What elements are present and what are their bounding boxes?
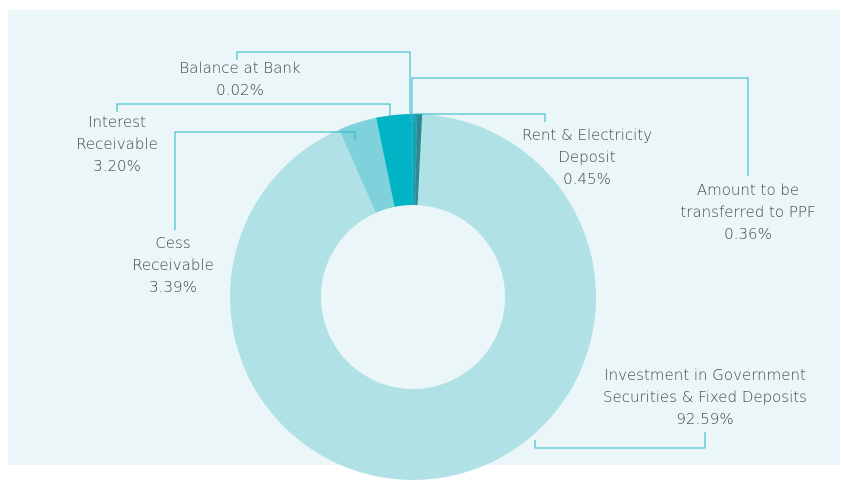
slice-value: 3.39% (149, 278, 197, 296)
donut-slice (376, 114, 413, 207)
leader-line (116, 103, 391, 122)
slice-value: 0.36% (724, 225, 772, 243)
leader-line (174, 131, 356, 230)
slice-value: 3.20% (93, 157, 141, 175)
slice-name: Cess Receivable (132, 234, 214, 274)
donut-slice (413, 114, 418, 206)
slice-label: Balance at Bank 0.02% (155, 57, 325, 101)
slice-name: Rent & Electricity Deposit (521, 126, 653, 166)
leader-line (236, 51, 411, 122)
donut-slice (230, 114, 596, 481)
donut-slice (339, 117, 395, 213)
slice-name: Balance at Bank (179, 59, 301, 77)
slice-label: Cess Receivable 3.39% (123, 232, 223, 298)
slice-label: Investment in Government Securities & Fi… (580, 364, 830, 430)
leader-line (414, 113, 546, 122)
slice-name: Amount to be transferred to PPF (680, 181, 816, 221)
slice-value: 92.59% (676, 410, 734, 428)
slice-label: Amount to be transferred to PPF 0.36% (673, 179, 823, 245)
leader-line (411, 77, 749, 176)
slice-label: Interest Receivable 3.20% (67, 111, 167, 177)
slice-label: Rent & Electricity Deposit 0.45% (512, 124, 662, 190)
slice-value: 0.45% (563, 170, 611, 188)
donut-slice (415, 114, 423, 206)
slice-name: Investment in Government Securities & Fi… (603, 366, 807, 406)
slice-value: 0.02% (216, 81, 264, 99)
leader-line (534, 432, 706, 449)
slice-name: Interest Receivable (76, 113, 158, 153)
